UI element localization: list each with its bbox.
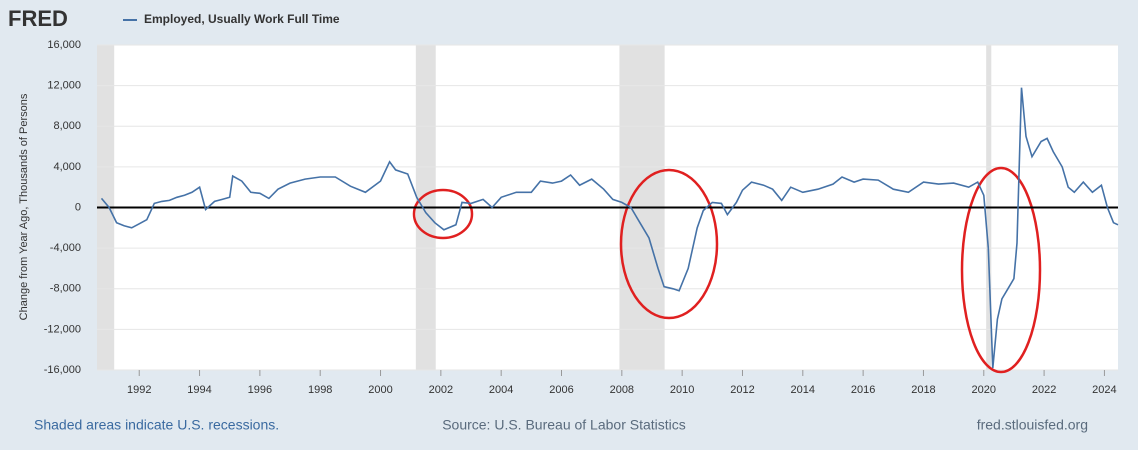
y-tick-label: -12,000 xyxy=(44,323,81,335)
x-tick-label: 2012 xyxy=(730,384,754,396)
x-tick-label: 2000 xyxy=(368,384,392,396)
footer-note: Shaded areas indicate U.S. recessions. xyxy=(34,417,279,433)
highlight-circle xyxy=(960,166,1042,374)
y-tick-label: -4,000 xyxy=(50,242,81,254)
x-tick-label: 2002 xyxy=(429,384,453,396)
y-tick-label: 12,000 xyxy=(47,80,81,92)
x-tick-label: 1996 xyxy=(248,384,272,396)
x-tick-label: 1992 xyxy=(127,384,151,396)
footer-url: fred.stlouisfed.org xyxy=(977,417,1088,433)
x-tick-label: 1998 xyxy=(308,384,332,396)
y-tick-label: -16,000 xyxy=(44,364,81,376)
y-tick-label: 4,000 xyxy=(53,161,81,173)
y-tick-label: 8,000 xyxy=(53,120,81,132)
x-tick-label: 2004 xyxy=(489,384,513,396)
legend-label: Employed, Usually Work Full Time xyxy=(144,12,340,26)
x-tick-label: 2008 xyxy=(610,384,634,396)
highlight-circle xyxy=(619,168,719,320)
brand: FRED xyxy=(8,6,68,31)
highlight-circle xyxy=(412,188,474,240)
x-tick-label: 2020 xyxy=(972,384,996,396)
y-tick-label: -8,000 xyxy=(50,283,81,295)
footer-source: Source: U.S. Bureau of Labor Statistics xyxy=(442,417,686,433)
x-tick-label: 2018 xyxy=(911,384,935,396)
y-tick-label: 16,000 xyxy=(47,39,81,51)
y-axis-label: Change from Year Ago, Thousands of Perso… xyxy=(18,93,30,320)
x-tick-label: 2006 xyxy=(549,384,573,396)
x-tick-label: 2022 xyxy=(1032,384,1056,396)
x-tick-label: 2024 xyxy=(1092,384,1116,396)
x-tick-label: 2016 xyxy=(851,384,875,396)
x-tick-label: 2014 xyxy=(791,384,815,396)
x-tick-label: 2010 xyxy=(670,384,694,396)
series-line xyxy=(100,87,1119,369)
y-tick-label: 0 xyxy=(75,201,81,213)
x-tick-label: 1994 xyxy=(187,384,211,396)
